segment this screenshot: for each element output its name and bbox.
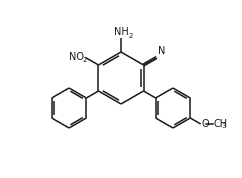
- Text: 2: 2: [129, 33, 133, 39]
- Text: 2: 2: [82, 57, 86, 64]
- Text: O: O: [202, 119, 209, 129]
- Text: 3: 3: [222, 123, 226, 129]
- Text: CH: CH: [214, 119, 228, 129]
- Text: N: N: [158, 46, 165, 56]
- Text: NO: NO: [69, 53, 84, 62]
- Text: NH: NH: [114, 27, 128, 37]
